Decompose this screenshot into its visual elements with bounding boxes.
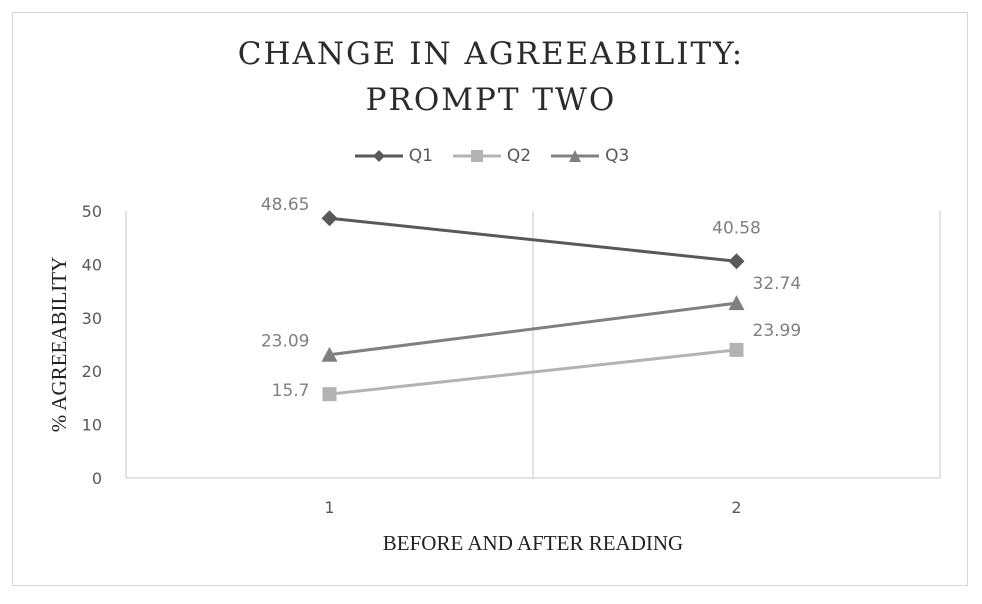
legend-label-q1: Q1 — [408, 146, 433, 166]
data-point-q2 — [729, 342, 744, 357]
series-line-q3 — [329, 301, 737, 357]
data-label-q2: 15.7 — [272, 381, 310, 401]
data-point-q3 — [321, 346, 338, 362]
y-axis-title: % AGREEABILITY — [47, 257, 71, 433]
legend-marker-q3 — [551, 150, 600, 162]
y-tick-label: 20 — [82, 362, 102, 381]
data-point-q1 — [728, 253, 745, 270]
data-label-q1: 48.65 — [261, 195, 310, 215]
x-tick-label: 1 — [324, 498, 334, 517]
legend-item-q3: Q3 — [549, 146, 629, 166]
x-tick-label: 2 — [731, 498, 741, 517]
chart-title-line-2: PROMPT TWO — [365, 82, 617, 118]
legend-item-q2: Q2 — [451, 146, 531, 166]
chart-frame — [12, 12, 968, 586]
y-tick-label: 0 — [92, 469, 102, 488]
legend-label-q3: Q3 — [605, 146, 630, 166]
data-label-q3: 32.74 — [753, 274, 802, 294]
chart-legend: Q1 Q2 Q3 — [0, 146, 982, 166]
data-point-q2 — [322, 387, 337, 402]
series-line-q2 — [329, 348, 737, 396]
legend-item-q1: Q1 — [353, 146, 433, 166]
data-point-q3 — [728, 295, 745, 311]
data-label-q3: 23.09 — [261, 332, 310, 352]
legend-marker-q1 — [354, 150, 403, 162]
y-tick-label: 40 — [82, 255, 102, 274]
data-point-q1 — [321, 210, 338, 227]
legend-label-q2: Q2 — [506, 146, 532, 166]
y-tick-label: 30 — [82, 309, 102, 328]
data-label-q1: 40.58 — [712, 218, 761, 238]
series-line-q1 — [329, 216, 737, 263]
chart-title-line-1: CHANGE IN AGREEABILITY: — [237, 36, 745, 72]
y-tick-label: 10 — [82, 416, 102, 435]
y-tick-label: 50 — [82, 202, 102, 221]
x-axis-title: BEFORE AND AFTER READING — [383, 531, 683, 555]
legend-marker-q2 — [452, 150, 501, 162]
data-label-q2: 23.99 — [753, 321, 802, 341]
